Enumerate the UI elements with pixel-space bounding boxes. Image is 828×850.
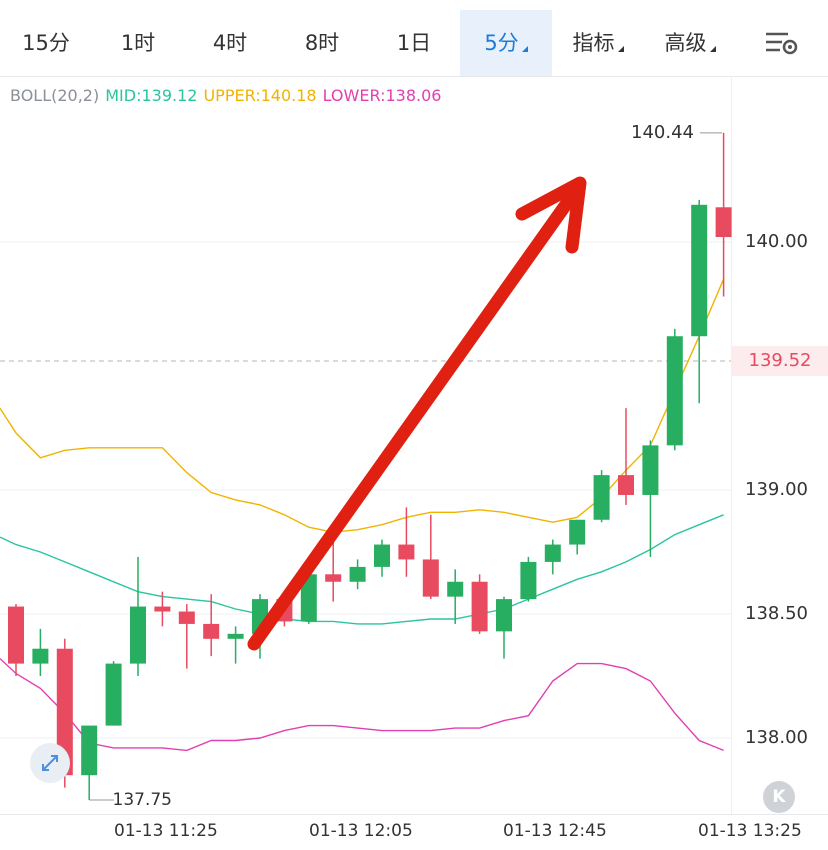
k-button[interactable]: K	[763, 781, 795, 813]
tab-5m[interactable]: 5分	[460, 10, 552, 76]
boll-legend-mid: MID:139.12	[105, 86, 198, 105]
expand-icon	[42, 755, 58, 771]
candle-up	[520, 561, 537, 600]
boll-legend-name: BOLL(20,2)	[10, 86, 100, 105]
x-axis-label-1245: 01-13 12:45	[503, 821, 607, 841]
candle-up	[666, 336, 683, 446]
candle-down	[398, 544, 415, 560]
tab-1h[interactable]: 1时	[120, 31, 156, 55]
caret-icon	[709, 46, 716, 52]
candle-up	[32, 648, 49, 664]
candle-up	[227, 633, 244, 639]
candle-down	[56, 648, 73, 776]
x-axis-label-1205: 01-13 12:05	[309, 821, 413, 841]
candle-up	[81, 725, 98, 776]
arrow-shaft	[247, 189, 579, 651]
y-axis-label-138-5: 138.50	[745, 603, 808, 624]
candle-down	[178, 611, 195, 624]
zoom-button[interactable]	[30, 743, 70, 783]
boll-legend-lower: LOWER:138.06	[322, 86, 442, 105]
candle-up	[447, 581, 464, 597]
candle-down	[325, 574, 342, 582]
y-axis-label-139: 139.00	[745, 479, 808, 500]
chart-settings-icon[interactable]	[764, 30, 798, 56]
candle-down	[618, 475, 634, 495]
candle-down	[154, 606, 171, 612]
high-price-label: 140.44	[631, 122, 694, 143]
candle-up	[105, 663, 122, 726]
caret-icon	[521, 46, 528, 52]
tab-advanced[interactable]: 高级	[644, 10, 736, 76]
x-axis-line	[0, 814, 828, 815]
boll-legend: BOLL(20,2) MID:139.12 UPPER:140.18 LOWER:13…	[10, 86, 447, 105]
candle-up	[300, 574, 317, 622]
tab-8h[interactable]: 8时	[304, 31, 340, 55]
candle-down	[422, 559, 439, 597]
caret-icon	[617, 46, 624, 52]
timeframe-toolbar: 15分 1时 4时 8时 1日 5分 指标 高级	[0, 10, 828, 77]
candle-up	[642, 445, 659, 495]
arrow-annotation	[247, 176, 587, 651]
x-axis-label-1325: 01-13 13:25	[698, 821, 802, 841]
candle-up	[691, 204, 708, 337]
boll-mid-line	[0, 514, 724, 625]
candle-down	[715, 207, 732, 238]
candle-down	[8, 606, 24, 664]
tab-4h[interactable]: 4时	[212, 31, 248, 55]
candle-down	[203, 623, 220, 639]
candle-up	[374, 544, 390, 567]
arrow-head	[515, 176, 587, 254]
candle-up	[593, 475, 610, 520]
tab-15m[interactable]: 15分	[22, 31, 70, 55]
candle-down	[471, 581, 488, 632]
tab-indicators[interactable]: 指标	[552, 10, 644, 76]
axis-divider	[731, 76, 732, 814]
candle-up	[349, 566, 366, 582]
x-axis-label-1125: 01-13 11:25	[114, 821, 218, 841]
y-axis-label-138: 138.00	[745, 727, 808, 748]
candle-up	[544, 544, 561, 562]
boll-legend-upper: UPPER:140.18	[203, 86, 317, 105]
low-price-label: 137.75	[112, 790, 172, 810]
candle-up	[130, 606, 146, 664]
y-axis-label-140: 140.00	[745, 231, 808, 252]
current-price-tag: 139.52	[732, 346, 828, 376]
tab-1d[interactable]: 1日	[396, 31, 432, 55]
candle-up	[569, 519, 586, 545]
boll-lower-line	[0, 658, 724, 752]
candle-up	[496, 599, 512, 632]
